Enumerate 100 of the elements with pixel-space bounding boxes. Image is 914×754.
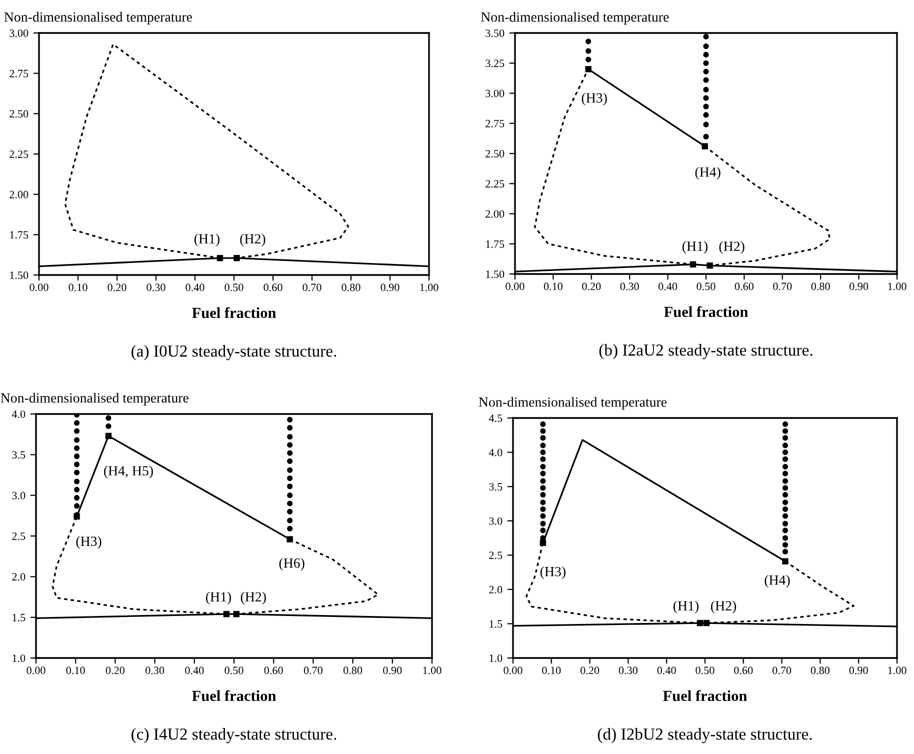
point bbox=[703, 95, 709, 101]
point bbox=[782, 558, 788, 564]
point bbox=[585, 66, 592, 72]
point bbox=[287, 526, 293, 532]
point bbox=[287, 458, 293, 464]
x-axis-title: Fuel fraction bbox=[664, 306, 748, 318]
y-axis-title: Non-dimensionalised temperature bbox=[4, 12, 192, 25]
x-tick-label: 0.00 bbox=[26, 666, 46, 674]
y-tick-label: 2.25 bbox=[10, 150, 28, 158]
x-tick-label: 0.50 bbox=[696, 666, 714, 674]
annotation: (H3) bbox=[582, 92, 607, 106]
x-tick-label: 0.90 bbox=[849, 666, 868, 674]
x-tick-label: 0.60 bbox=[734, 666, 753, 674]
point bbox=[540, 492, 546, 498]
y-tick-label: 2.75 bbox=[486, 120, 504, 128]
x-tick-label: 0.20 bbox=[108, 284, 126, 292]
x-tick-label: 1.00 bbox=[420, 284, 438, 292]
point bbox=[540, 470, 546, 476]
point bbox=[782, 442, 788, 448]
y-axis-title: Non-dimensionalised temperature bbox=[478, 397, 667, 410]
x-tick-label: 0.10 bbox=[68, 284, 88, 292]
point bbox=[540, 506, 546, 512]
x-tick-label: 0.70 bbox=[304, 666, 322, 674]
x-axis-title: Fuel fraction bbox=[663, 690, 747, 702]
annotation: (H2) bbox=[240, 592, 266, 604]
x-tick-label: 0.40 bbox=[185, 666, 204, 674]
point bbox=[74, 470, 80, 476]
annotation: (H1) bbox=[674, 600, 699, 614]
y-tick-label: 3.5 bbox=[489, 483, 502, 491]
point bbox=[287, 467, 293, 473]
point bbox=[782, 513, 788, 519]
x-tick-label: 1.00 bbox=[423, 666, 442, 674]
point bbox=[287, 450, 293, 456]
x-tick-label: 0.50 bbox=[224, 284, 244, 292]
x-tick-label: 0.00 bbox=[30, 284, 48, 292]
x-tick-label: 0.70 bbox=[302, 284, 322, 292]
y-tick-label: 3.0 bbox=[12, 492, 26, 500]
point bbox=[703, 60, 709, 66]
y-tick-label: 4.5 bbox=[488, 414, 502, 422]
y-tick-label: 2.25 bbox=[486, 180, 504, 188]
point bbox=[540, 485, 546, 491]
point bbox=[287, 492, 293, 498]
y-tick-label: 4.0 bbox=[488, 448, 502, 456]
x-tick-label: 0.40 bbox=[658, 282, 678, 290]
point bbox=[690, 261, 696, 268]
point bbox=[703, 68, 709, 74]
point bbox=[74, 486, 80, 492]
x-tick-label: 0.50 bbox=[696, 282, 716, 290]
y-tick-label: 2.0 bbox=[12, 573, 26, 581]
point bbox=[74, 420, 80, 426]
point bbox=[703, 77, 709, 83]
point bbox=[782, 506, 788, 512]
point bbox=[703, 52, 709, 58]
point bbox=[782, 478, 788, 484]
x-tick-label: 0.10 bbox=[66, 666, 85, 674]
x-tick-label: 0.30 bbox=[146, 666, 164, 674]
x-tick-label: 0.80 bbox=[810, 666, 830, 674]
point bbox=[702, 143, 708, 150]
point bbox=[540, 528, 546, 534]
y-tick-label: 2.0 bbox=[489, 586, 502, 594]
point bbox=[782, 450, 788, 456]
point bbox=[782, 485, 788, 491]
point bbox=[782, 535, 788, 541]
annotation: (H1) bbox=[682, 241, 708, 254]
y-tick-label: 2.5 bbox=[12, 532, 26, 540]
x-tick-label: 1.00 bbox=[888, 282, 906, 290]
x-tick-label: 0.80 bbox=[811, 282, 830, 290]
point bbox=[696, 620, 704, 626]
point bbox=[782, 464, 788, 470]
point bbox=[74, 503, 80, 509]
x-tick-label: 0.70 bbox=[773, 282, 792, 290]
x-tick-label: 0.00 bbox=[504, 666, 522, 674]
annotation: (H4, H5) bbox=[104, 466, 153, 478]
point bbox=[703, 620, 710, 626]
point bbox=[540, 450, 546, 456]
x-tick-label: 0.80 bbox=[344, 666, 362, 674]
y-tick-label: 1.5 bbox=[490, 620, 502, 628]
x-tick-label: 0.20 bbox=[580, 666, 600, 674]
text: (a) I0U2 steady-state structure. bbox=[132, 345, 336, 360]
point bbox=[782, 528, 788, 534]
annotation: (H2) bbox=[719, 241, 744, 254]
point bbox=[703, 112, 709, 118]
point bbox=[287, 500, 293, 506]
point bbox=[287, 484, 293, 490]
x-tick-label: 0.30 bbox=[620, 282, 639, 290]
text: (d) I2bU2 steady-state structure. bbox=[598, 728, 812, 744]
annotation: (H4) bbox=[695, 166, 720, 180]
point bbox=[287, 475, 293, 482]
y-tick-label: 1.75 bbox=[10, 231, 28, 239]
x-tick-label: 0.10 bbox=[544, 282, 562, 290]
point bbox=[74, 494, 80, 501]
x-tick-label: 0.40 bbox=[657, 666, 676, 674]
point bbox=[287, 508, 293, 514]
point bbox=[223, 610, 230, 618]
y-tick-label: 1.0 bbox=[12, 654, 26, 662]
point bbox=[540, 500, 546, 506]
y-tick-label: 1.50 bbox=[10, 271, 28, 280]
annotation: (H6) bbox=[279, 558, 304, 571]
x-tick-label: 0.90 bbox=[383, 666, 402, 674]
annotation: (H3) bbox=[540, 566, 566, 580]
